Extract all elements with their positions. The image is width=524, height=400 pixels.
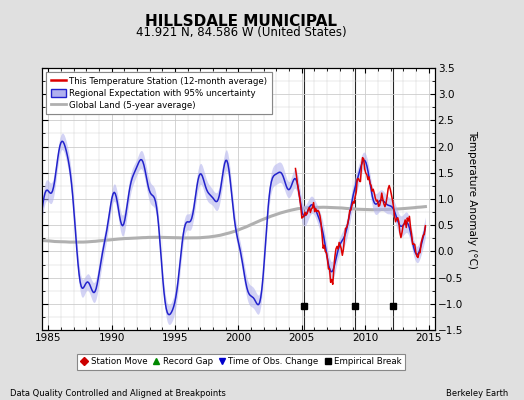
Text: Data Quality Controlled and Aligned at Breakpoints: Data Quality Controlled and Aligned at B… <box>10 389 226 398</box>
Legend: This Temperature Station (12-month average), Regional Expectation with 95% uncer: This Temperature Station (12-month avera… <box>46 72 272 114</box>
Text: Berkeley Earth: Berkeley Earth <box>446 389 508 398</box>
Text: 41.921 N, 84.586 W (United States): 41.921 N, 84.586 W (United States) <box>136 26 346 39</box>
Legend: Station Move, Record Gap, Time of Obs. Change, Empirical Break: Station Move, Record Gap, Time of Obs. C… <box>77 354 405 370</box>
Text: HILLSDALE MUNICIPAL: HILLSDALE MUNICIPAL <box>145 14 337 29</box>
Y-axis label: Temperature Anomaly (°C): Temperature Anomaly (°C) <box>467 130 477 268</box>
